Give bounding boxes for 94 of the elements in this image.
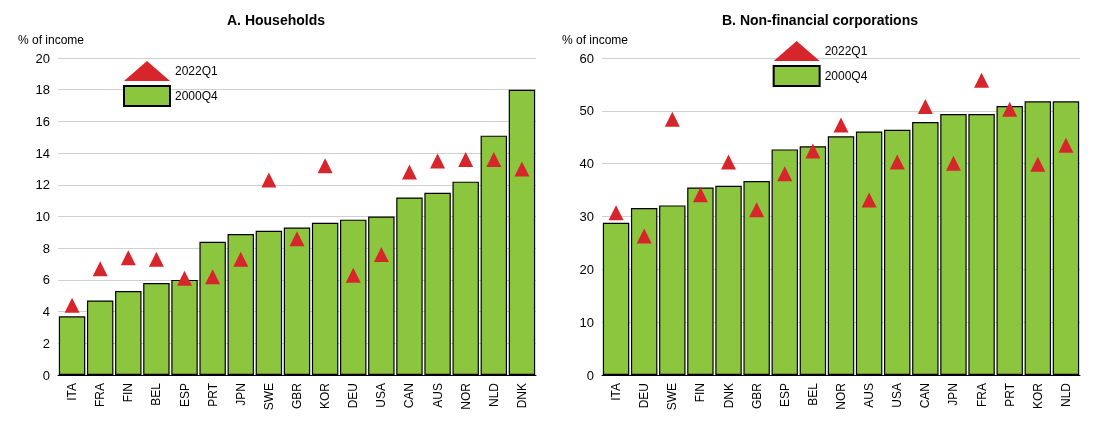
point bbox=[514, 161, 530, 177]
point bbox=[233, 251, 249, 267]
point bbox=[92, 261, 108, 277]
x-tick-label: KOR bbox=[318, 382, 333, 410]
x-tick-label: KOR bbox=[1030, 382, 1045, 410]
x-tick-label: FIN bbox=[693, 383, 708, 403]
point bbox=[289, 231, 305, 247]
y-tick-label: 30 bbox=[579, 209, 594, 224]
point bbox=[749, 202, 765, 218]
x-tick-label: CAN bbox=[918, 383, 933, 409]
y-tick-label: 10 bbox=[35, 209, 50, 224]
y-tick-label: 16 bbox=[35, 113, 50, 129]
x-tick-label: JPN bbox=[946, 383, 961, 406]
y-tick-label: 18 bbox=[35, 82, 50, 98]
point bbox=[64, 297, 80, 313]
x-tick-label: DEU bbox=[346, 383, 361, 409]
x-tick-label: FIN bbox=[121, 383, 136, 403]
point bbox=[1030, 156, 1046, 172]
point bbox=[486, 151, 502, 167]
y-tick-label: 12 bbox=[35, 177, 50, 193]
x-tick-label: GBR bbox=[749, 382, 764, 410]
x-tick-label: DNK bbox=[514, 383, 529, 409]
x-tick-label: BEL bbox=[149, 382, 164, 406]
x-tick-label: FRA bbox=[974, 383, 989, 407]
y-tick-label: 40 bbox=[579, 156, 594, 172]
x-tick-label: NLD bbox=[1058, 382, 1073, 408]
x-tick-label: ITA bbox=[609, 383, 624, 401]
point bbox=[430, 153, 446, 169]
y-tick-label: 10 bbox=[579, 314, 594, 330]
point bbox=[777, 166, 793, 182]
x-tick-label: JPN bbox=[233, 383, 248, 406]
y-tick-label: 0 bbox=[42, 367, 50, 383]
y-tick-label: 4 bbox=[42, 304, 50, 320]
y-axis-title: % of income bbox=[18, 33, 85, 47]
point bbox=[345, 267, 361, 283]
x-tick-label: NLD bbox=[486, 382, 501, 408]
y-tick-label: 20 bbox=[35, 50, 50, 66]
chart-title: A. Households bbox=[226, 12, 326, 28]
x-tick-label: AUS bbox=[862, 383, 877, 408]
x-tick-label: FRA bbox=[93, 383, 108, 407]
x-tick-label: SWE bbox=[665, 383, 680, 411]
point bbox=[458, 151, 474, 167]
x-tick-label: CAN bbox=[402, 383, 417, 409]
y-tick-label: 8 bbox=[42, 240, 50, 256]
x-tick-label: USA bbox=[890, 383, 905, 408]
y-tick-label: 6 bbox=[42, 272, 50, 288]
point bbox=[373, 247, 389, 263]
point bbox=[148, 251, 164, 267]
x-tick-label: ESP bbox=[177, 383, 192, 408]
point bbox=[120, 250, 136, 266]
x-tick-label: AUS bbox=[430, 383, 445, 408]
point bbox=[1002, 101, 1018, 117]
point bbox=[664, 111, 680, 127]
point bbox=[317, 158, 333, 174]
x-tick-label: GBR bbox=[290, 382, 304, 410]
legend-label: 2022Q1 bbox=[175, 64, 219, 78]
x-tick-label: ESP bbox=[777, 383, 792, 408]
point bbox=[945, 155, 961, 171]
point bbox=[401, 164, 417, 180]
legend-label: 2000Q4 bbox=[175, 89, 219, 103]
point bbox=[261, 172, 277, 188]
x-tick-label: SWE bbox=[261, 383, 276, 411]
point bbox=[805, 143, 821, 159]
point bbox=[721, 154, 737, 170]
point bbox=[917, 99, 933, 115]
x-tick-label: ITA bbox=[65, 383, 80, 401]
legend-label: 2022Q1 bbox=[824, 44, 868, 58]
x-tick-label: PRT bbox=[205, 382, 220, 407]
x-tick-label: DEU bbox=[637, 383, 652, 409]
x-tick-label: DNK bbox=[721, 383, 736, 409]
legend-label: 2000Q4 bbox=[824, 69, 868, 83]
x-tick-label: PRT bbox=[1002, 382, 1017, 407]
point bbox=[177, 270, 193, 286]
y-tick-label: 14 bbox=[35, 145, 50, 161]
y-tick-label: 20 bbox=[579, 261, 594, 277]
point bbox=[861, 192, 877, 208]
point bbox=[889, 154, 905, 170]
x-tick-label: USA bbox=[374, 383, 389, 408]
y-tick-label: 2 bbox=[42, 335, 50, 351]
point bbox=[1058, 137, 1074, 153]
y-axis-title: % of income bbox=[562, 33, 629, 47]
y-tick-label: 0 bbox=[586, 367, 594, 383]
point bbox=[833, 117, 849, 133]
point bbox=[205, 269, 221, 285]
point bbox=[692, 187, 708, 203]
chart-title: B. Non-financial corporations bbox=[721, 12, 919, 28]
x-tick-label: BEL bbox=[805, 382, 820, 406]
point bbox=[608, 205, 624, 221]
point bbox=[974, 72, 990, 88]
x-tick-label: NOR bbox=[834, 382, 848, 410]
y-tick-label: 50 bbox=[579, 103, 594, 119]
y-tick-label: 60 bbox=[579, 50, 594, 66]
point bbox=[636, 228, 652, 244]
x-tick-label: NOR bbox=[458, 382, 473, 410]
